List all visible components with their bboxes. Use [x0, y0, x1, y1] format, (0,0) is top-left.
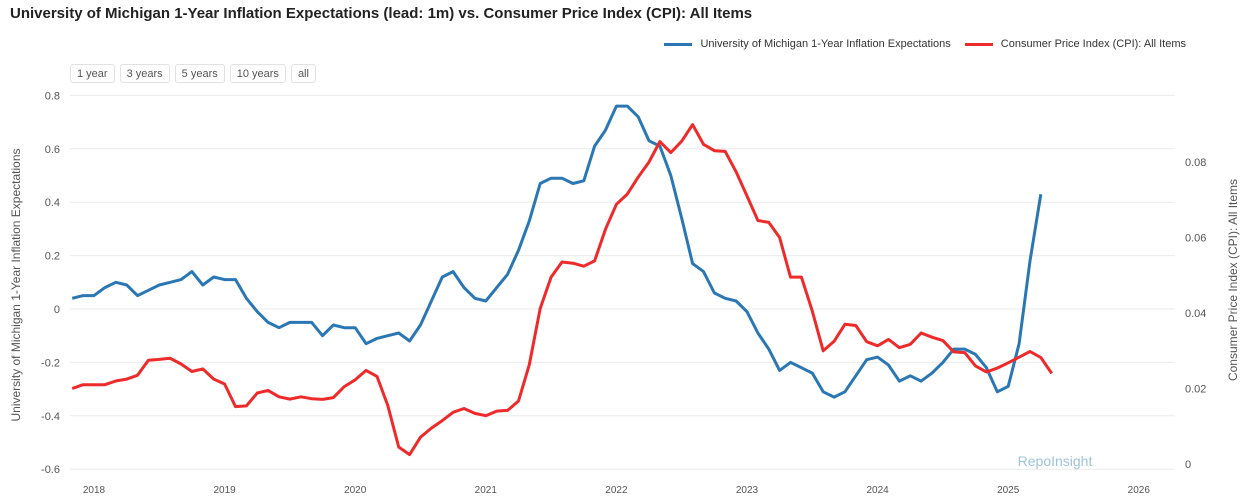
x-tick-label: 2023 [736, 485, 759, 496]
y-left-tick-label: 0.6 [45, 144, 60, 156]
y-right-tick-label: 0.02 [1185, 384, 1206, 396]
y-left-tick-label: 0.2 [45, 251, 60, 263]
range-1-year-button[interactable]: 1 year [70, 64, 115, 83]
y-left-tick-label: 0.8 [45, 90, 60, 102]
series-line-cpi [71, 123, 1053, 457]
x-tick-label: 2019 [213, 485, 236, 496]
range-10-years-button[interactable]: 10 years [229, 64, 286, 83]
x-tick-label: 2022 [605, 485, 628, 496]
x-tick-label: 2026 [1128, 485, 1151, 496]
x-tick-label: 2018 [83, 485, 106, 496]
x-tick-label: 2020 [344, 485, 367, 496]
y-right-tick-label: 0.04 [1185, 308, 1206, 320]
legend-item-michigan[interactable]: University of Michigan 1-Year Inflation … [664, 38, 951, 50]
legend: University of Michigan 1-Year Inflation … [664, 38, 1186, 50]
range-3-years-button[interactable]: 3 years [119, 64, 170, 83]
legend-label: University of Michigan 1-Year Inflation … [700, 38, 951, 50]
legend-swatch-blue [664, 42, 693, 46]
y-right-axis-title: Consumer Price Index (CPI): All Items [1226, 179, 1240, 381]
range-all-button[interactable]: all [290, 64, 316, 83]
y-right-tick-label: 0.06 [1185, 233, 1206, 245]
y-left-tick-label: -0.2 [41, 357, 60, 369]
series-line-michigan [71, 104, 1043, 399]
y-left-tick-label: 0 [54, 304, 60, 316]
chart-title: University of Michigan 1-Year Inflation … [10, 5, 753, 22]
y-left-axis-title: University of Michigan 1-Year Inflation … [9, 148, 23, 421]
y-right-tick-label: 0 [1185, 459, 1191, 471]
range-5-years-button[interactable]: 5 years [174, 64, 225, 83]
y-left-tick-label: 0.4 [45, 197, 60, 209]
legend-item-cpi[interactable]: Consumer Price Index (CPI): All Items [964, 38, 1186, 50]
legend-label: Consumer Price Index (CPI): All Items [1000, 38, 1186, 50]
x-tick-label: 2025 [997, 485, 1020, 496]
x-tick-label: 2021 [475, 485, 498, 496]
range-selector: 1 year 3 years 5 years 10 years all [70, 64, 316, 83]
y-left-tick-label: -0.6 [41, 464, 60, 476]
watermark: RepoInsight [1018, 453, 1093, 469]
legend-swatch-red [964, 42, 993, 46]
y-right-tick-label: 0.08 [1185, 157, 1206, 169]
x-tick-label: 2024 [866, 485, 889, 496]
y-left-tick-label: -0.4 [41, 411, 60, 423]
